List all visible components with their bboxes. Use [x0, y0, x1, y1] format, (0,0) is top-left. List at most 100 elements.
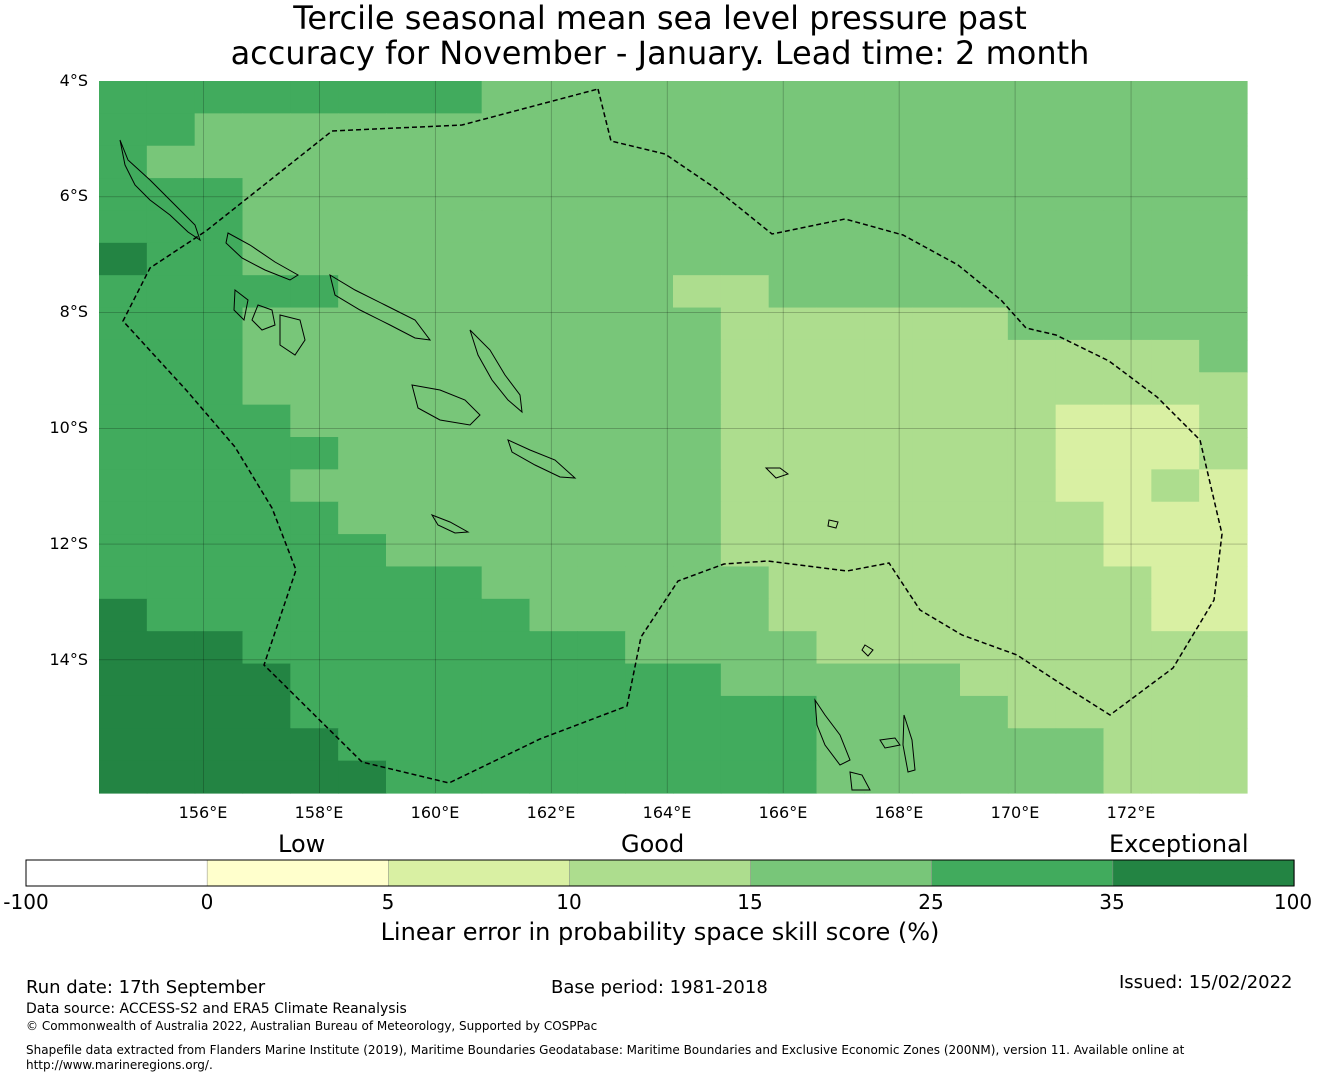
skill-cell	[864, 534, 913, 568]
skill-cell	[816, 469, 865, 503]
skill-cell	[290, 534, 339, 568]
skill-cell	[912, 210, 961, 244]
colorbar-segment	[388, 859, 571, 887]
skill-cell	[290, 437, 339, 470]
skill-cell	[1103, 145, 1152, 179]
skill-cell	[433, 534, 483, 568]
skill-cell	[338, 760, 387, 794]
skill-cell	[242, 469, 291, 503]
skill-cell	[386, 81, 435, 114]
skill-cell	[99, 145, 148, 179]
skill-cell	[673, 663, 722, 697]
skill-cell	[1151, 242, 1200, 276]
skill-cell	[194, 242, 244, 276]
skill-cell	[912, 178, 961, 212]
lat-label-8s: 8°S	[59, 302, 88, 321]
skill-cell	[816, 695, 865, 729]
skill-cell	[1103, 598, 1152, 632]
skill-cell	[529, 178, 578, 212]
skill-cell	[529, 372, 578, 406]
skill-cell	[1151, 145, 1200, 179]
skill-cell	[577, 307, 626, 341]
skill-cell	[1199, 437, 1248, 470]
skill-cell	[768, 81, 818, 114]
skill-cell	[673, 210, 722, 244]
island-outline	[902, 714, 916, 773]
skill-cell	[912, 534, 961, 568]
skill-cell	[960, 210, 1009, 244]
skill-cell	[1007, 372, 1057, 406]
colorbar-segment	[569, 859, 752, 887]
skill-cell	[1055, 404, 1105, 438]
lon-label-156e: 156°E	[178, 803, 228, 822]
graticule	[99, 81, 1247, 793]
skill-cell	[99, 339, 148, 373]
skill-cell	[720, 178, 770, 212]
skill-cell	[338, 372, 387, 406]
skill-cell	[529, 501, 578, 535]
skill-cell	[1055, 728, 1105, 762]
skill-cell	[481, 663, 531, 697]
skill-cell	[673, 113, 722, 147]
skill-cell	[1007, 663, 1057, 697]
island-outline	[279, 314, 306, 356]
skill-cell	[194, 469, 244, 503]
cbar-tick: 15	[737, 890, 763, 914]
category-good: Good	[621, 830, 685, 858]
colorbar-label: Linear error in probability space skill …	[380, 918, 940, 946]
skill-cell	[864, 178, 913, 212]
skill-cell	[720, 760, 770, 794]
skill-cell	[960, 760, 1009, 794]
skill-cell	[481, 598, 531, 632]
skill-cell	[242, 145, 291, 179]
skill-cell	[433, 598, 483, 632]
skill-cell	[529, 210, 578, 244]
skill-cell	[816, 210, 865, 244]
skill-cell	[529, 339, 578, 373]
skill-cell	[673, 275, 722, 309]
skill-cell	[433, 469, 483, 503]
skill-cell	[1151, 598, 1200, 632]
skill-cell	[768, 598, 818, 632]
skill-cell	[242, 566, 291, 600]
map-title-line-1: Tercile seasonal mean sea level pressure…	[293, 0, 1027, 37]
skill-cell	[577, 728, 626, 762]
skill-cell	[1199, 631, 1248, 665]
skill-cell	[290, 663, 339, 697]
skill-cell	[386, 566, 435, 600]
island-outline	[329, 273, 432, 341]
lat-label-14s: 14°S	[49, 650, 88, 669]
skill-cell	[194, 598, 244, 632]
skill-cell	[529, 695, 578, 729]
skill-cell	[481, 437, 531, 470]
skill-cell	[1007, 339, 1057, 373]
skill-cell	[864, 437, 913, 470]
skill-cell	[720, 501, 770, 535]
category-low: Low	[278, 830, 326, 858]
skill-cell	[290, 372, 339, 406]
skill-cell	[146, 469, 196, 503]
skill-cell	[1055, 178, 1105, 212]
skill-cell	[912, 307, 961, 341]
lon-label-168e: 168°E	[874, 803, 924, 822]
skill-cell	[146, 598, 196, 632]
skill-cell	[960, 534, 1009, 568]
skill-cell	[720, 437, 770, 470]
lon-label-166e: 166°E	[758, 803, 808, 822]
skill-cell	[625, 339, 674, 373]
skill-cell	[625, 404, 674, 438]
skill-cell	[99, 178, 148, 212]
skill-cell	[242, 307, 291, 341]
skill-cell	[1007, 760, 1057, 794]
skill-cell	[864, 663, 913, 697]
skill-cell	[912, 242, 961, 276]
skill-cell	[194, 728, 244, 762]
skill-cell	[1151, 631, 1200, 665]
skill-cell	[912, 695, 961, 729]
skill-cell	[673, 728, 722, 762]
island-outline	[411, 384, 481, 426]
skill-cell	[99, 534, 148, 568]
skill-cell	[99, 307, 148, 341]
skill-cell	[1055, 663, 1105, 697]
island-outline	[119, 139, 201, 242]
